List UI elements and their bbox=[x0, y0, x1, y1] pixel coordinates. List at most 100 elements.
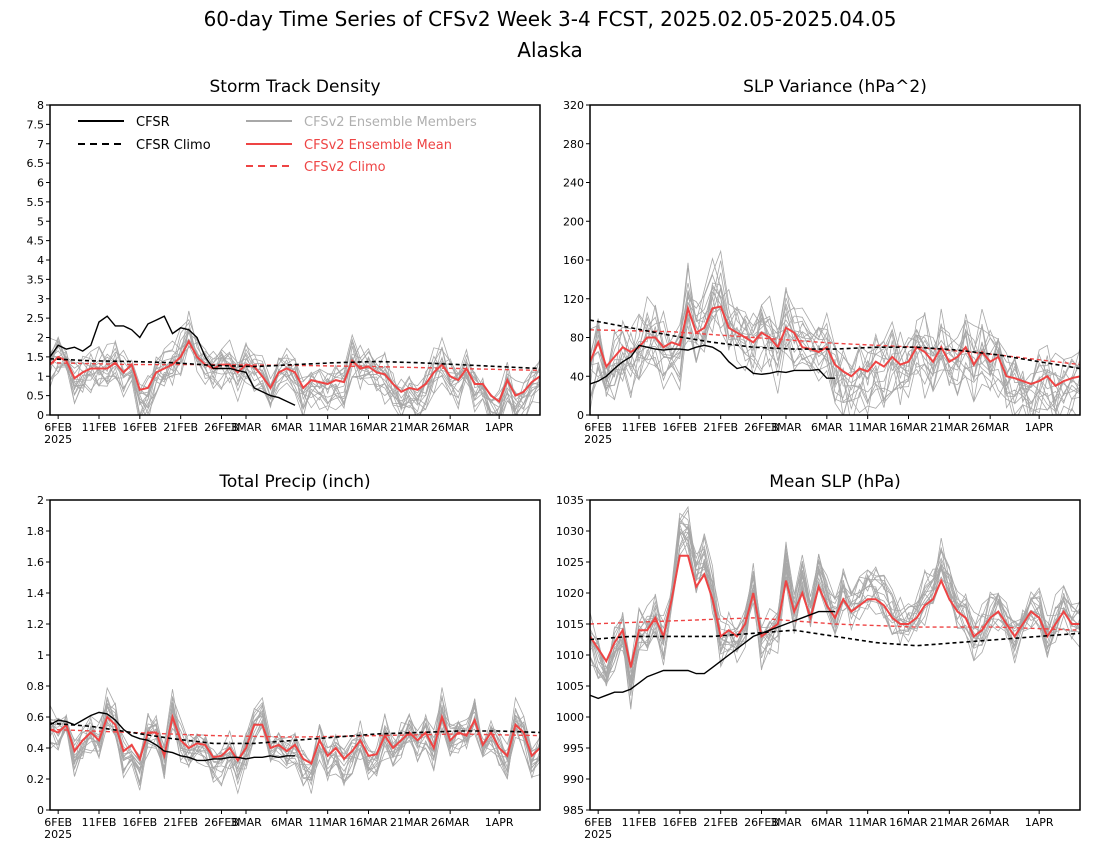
legend: CFSR CFSR Climo CFSv2 Ensemble Members CFSv… bbox=[78, 115, 477, 175]
x-tick-label: 26MAR bbox=[971, 421, 1010, 434]
y-tick-label: 0 bbox=[37, 804, 44, 817]
x-tick-label: 1APR bbox=[1025, 816, 1054, 829]
x-tick-label: 3MAR bbox=[230, 421, 262, 434]
series-cfsv2-climo-line bbox=[590, 329, 1080, 366]
x-tick-label: 6FEB bbox=[44, 421, 72, 434]
y-tick-label: 40 bbox=[570, 370, 584, 383]
y-tick-label: 0 bbox=[37, 409, 44, 422]
x-tick-label: 21MAR bbox=[930, 421, 969, 434]
figure-subtitle: Alaska bbox=[517, 38, 582, 62]
y-tick-label: 5 bbox=[37, 215, 44, 228]
y-tick-label: 1005 bbox=[556, 680, 584, 693]
ensemble-member-line bbox=[590, 287, 1077, 415]
y-tick-label: 1.4 bbox=[27, 587, 45, 600]
x-tick-label: 21FEB bbox=[703, 421, 738, 434]
legend-label-cfsr-climo: CFSR Climo bbox=[136, 138, 211, 153]
x-tick-label: 6FEB bbox=[44, 816, 72, 829]
x-tick-label: 6FEB bbox=[584, 421, 612, 434]
legend-label-members: CFSv2 Ensemble Members bbox=[304, 115, 477, 130]
y-tick-label: 985 bbox=[563, 804, 584, 817]
x-tick-label: 16FEB bbox=[122, 421, 157, 434]
panel-title: SLP Variance (hPa^2) bbox=[743, 77, 927, 97]
x-tick-label: 26FEB bbox=[744, 816, 779, 829]
y-tick-label: 1 bbox=[37, 370, 44, 383]
x-year-label: 2025 bbox=[44, 433, 72, 446]
series-cfsr-climo-line bbox=[50, 722, 540, 745]
panel-title: Mean SLP (hPa) bbox=[769, 472, 901, 492]
x-year-label: 2025 bbox=[584, 433, 612, 446]
y-tick-label: 80 bbox=[570, 332, 584, 345]
series-cfsr-line bbox=[590, 344, 835, 385]
x-tick-label: 26FEB bbox=[204, 816, 239, 829]
x-tick-label: 21FEB bbox=[163, 816, 198, 829]
y-tick-label: 0.6 bbox=[27, 711, 45, 724]
y-tick-label: 3.5 bbox=[27, 273, 45, 286]
y-tick-label: 1000 bbox=[556, 711, 584, 724]
plot-frame bbox=[49, 499, 541, 811]
plot-frame bbox=[589, 104, 1081, 416]
y-tick-label: 0.2 bbox=[27, 773, 45, 786]
ensemble-member-line bbox=[590, 296, 1080, 415]
x-tick-label: 11FEB bbox=[82, 816, 117, 829]
panel-title: Storm Track Density bbox=[209, 77, 380, 97]
x-tick-label: 21FEB bbox=[703, 816, 738, 829]
series-cfsr-climo-line bbox=[590, 319, 1080, 370]
y-tick-label: 2 bbox=[37, 332, 44, 345]
y-tick-label: 6 bbox=[37, 177, 44, 190]
x-tick-label: 11FEB bbox=[82, 421, 117, 434]
plot-area bbox=[50, 686, 540, 795]
series-ens-mean-line bbox=[590, 304, 1080, 388]
y-tick-label: 0.5 bbox=[27, 390, 45, 403]
x-tick-label: 1APR bbox=[485, 421, 514, 434]
x-tick-label: 16MAR bbox=[349, 816, 388, 829]
y-tick-label: 0 bbox=[577, 409, 584, 422]
y-tick-label: 1020 bbox=[556, 587, 584, 600]
y-tick-label: 1025 bbox=[556, 556, 584, 569]
x-tick-label: 6MAR bbox=[811, 816, 843, 829]
y-tick-label: 4.5 bbox=[27, 235, 45, 248]
y-tick-label: 6.5 bbox=[27, 157, 45, 170]
series-cfsr-climo-line bbox=[590, 629, 1080, 647]
ensemble-member-line bbox=[50, 339, 540, 415]
chart-panel-1: Storm Track Density 0 0.5 1 1.5 2 2.5 3 3.5 4 4.5 5… bbox=[27, 77, 541, 446]
plot-area bbox=[590, 505, 1080, 710]
ensemble-member-line bbox=[50, 310, 540, 406]
y-tick-label: 160 bbox=[563, 254, 584, 267]
x-tick-label: 26MAR bbox=[971, 816, 1010, 829]
x-tick-label: 21MAR bbox=[930, 816, 969, 829]
x-tick-label: 16MAR bbox=[889, 816, 928, 829]
series-cfsr-line bbox=[50, 711, 295, 762]
x-tick-label: 16MAR bbox=[349, 421, 388, 434]
ensemble-member-line bbox=[590, 509, 1080, 674]
chart-panel-4: Mean SLP (hPa) 985 990 995 1000 1005 1010 1015 1… bbox=[556, 472, 1081, 841]
x-tick-label: 6MAR bbox=[811, 421, 843, 434]
y-tick-label: 1035 bbox=[556, 494, 584, 507]
y-tick-label: 7.5 bbox=[27, 118, 45, 131]
y-tick-label: 0.8 bbox=[27, 680, 45, 693]
x-tick-label: 6MAR bbox=[271, 816, 303, 829]
series-cfsr-climo-line bbox=[50, 358, 540, 370]
y-tick-label: 320 bbox=[563, 99, 584, 112]
figure-title: 60-day Time Series of CFSv2 Week 3-4 FCS… bbox=[204, 7, 897, 31]
series-cfsv2-climo-line bbox=[590, 617, 1080, 631]
y-tick-label: 1030 bbox=[556, 525, 584, 538]
y-tick-label: 0.4 bbox=[27, 742, 45, 755]
y-tick-label: 2 bbox=[37, 494, 44, 507]
series-ens-mean-line bbox=[50, 339, 540, 403]
x-tick-label: 11MAR bbox=[308, 816, 347, 829]
y-tick-label: 995 bbox=[563, 742, 584, 755]
ensemble-member-line bbox=[590, 287, 1080, 415]
series-cfsv2-climo-line bbox=[50, 728, 540, 738]
ensemble-member-line bbox=[50, 696, 540, 779]
panel-title: Total Precip (inch) bbox=[218, 472, 370, 492]
chart-panel-2: SLP Variance (hPa^2) 0 40 80 120 160 200 240 280… bbox=[563, 77, 1081, 446]
y-tick-label: 120 bbox=[563, 293, 584, 306]
series-cfsr-line bbox=[50, 315, 296, 406]
x-tick-label: 26MAR bbox=[431, 816, 470, 829]
y-tick-label: 4 bbox=[37, 254, 44, 267]
chart-panel-3: Total Precip (inch) 0 0.2 0.4 0.6 0.8 1 1.2 1.4 1… bbox=[27, 472, 541, 841]
y-tick-label: 1.5 bbox=[27, 351, 45, 364]
plot-frame bbox=[589, 499, 1081, 811]
y-tick-label: 8 bbox=[37, 99, 44, 112]
